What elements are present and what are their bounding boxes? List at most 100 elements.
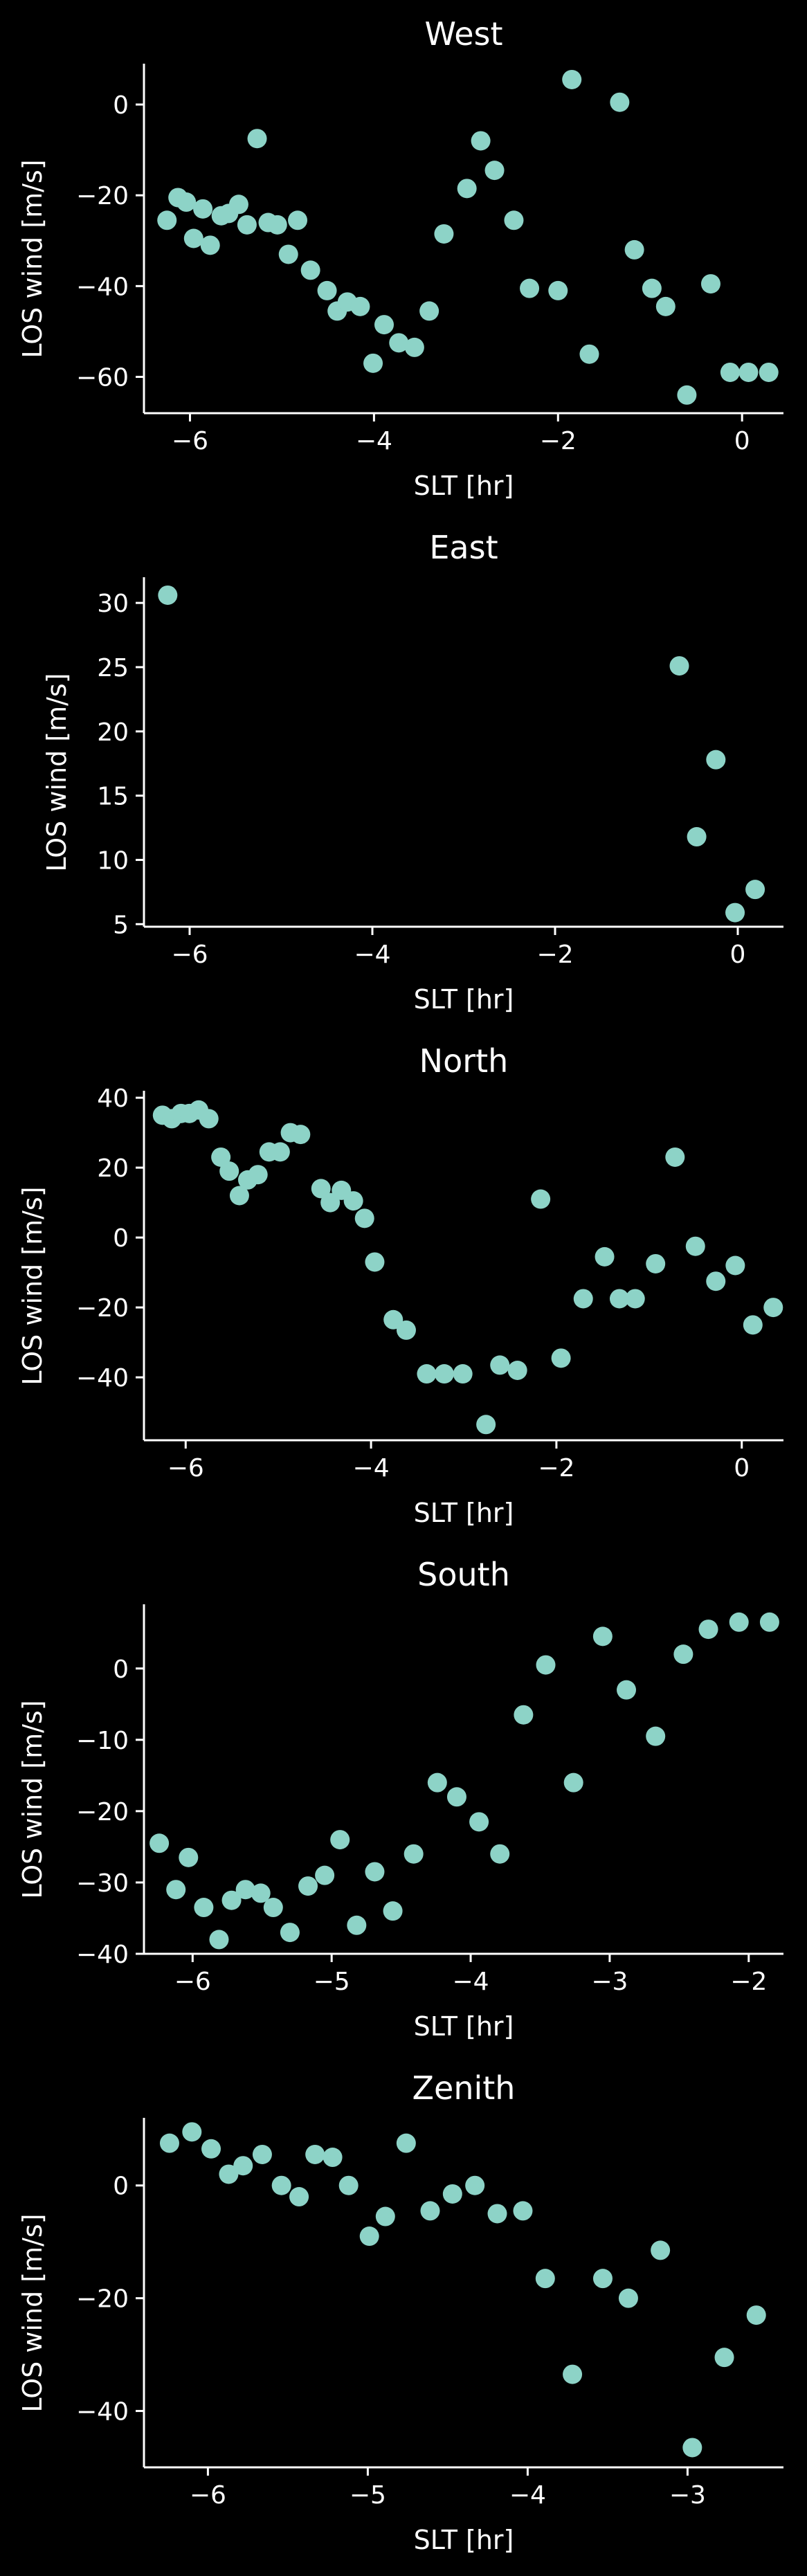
data-point (194, 1898, 214, 1918)
data-points (159, 2122, 766, 2458)
x-axis-label: SLT [hr] (414, 1498, 514, 1528)
data-point (706, 1271, 726, 1291)
data-point (338, 2175, 359, 2195)
x-tick-label: −6 (172, 427, 208, 455)
data-point (419, 301, 439, 321)
x-tick-label: −6 (171, 941, 208, 969)
y-tick-label: 0 (113, 2173, 129, 2201)
data-point (209, 1930, 229, 1950)
data-point (618, 2288, 638, 2308)
x-tick-label: −4 (509, 2481, 546, 2510)
data-point (228, 194, 248, 215)
data-point (389, 333, 409, 353)
data-points (158, 585, 765, 923)
data-point (420, 2201, 440, 2221)
data-points (157, 69, 779, 405)
data-point (347, 1915, 367, 1935)
data-point (725, 902, 745, 923)
data-point (642, 278, 662, 298)
chart-title: North (419, 1042, 509, 1080)
data-point (469, 1812, 489, 1832)
x-tick-label: −4 (356, 427, 392, 455)
data-point (350, 296, 370, 316)
data-point (359, 2226, 379, 2247)
data-points (152, 1100, 783, 1435)
chart-title: West (424, 15, 502, 53)
tick-group: −6 −5 −4 −3 −2 −40 −30 −20 −10 0 (76, 1656, 767, 1996)
y-tick-label: 20 (97, 718, 129, 747)
data-point (278, 244, 298, 264)
y-tick-label: −20 (76, 2285, 129, 2314)
data-point (738, 362, 759, 382)
x-tick-label: −4 (354, 941, 390, 969)
y-tick-label: 0 (113, 1224, 129, 1253)
x-tick-label: −5 (314, 1968, 350, 1996)
data-point (507, 1361, 527, 1380)
data-point (513, 2201, 533, 2221)
data-point (291, 1125, 311, 1145)
x-tick-label: −5 (350, 2481, 386, 2510)
data-point (354, 1208, 374, 1228)
y-axis-label: LOS wind [m/s] (17, 159, 48, 358)
data-point (442, 2184, 462, 2204)
data-point (592, 2269, 613, 2289)
data-point (746, 2305, 766, 2325)
x-axis-label: SLT [hr] (414, 471, 514, 501)
data-point (404, 337, 424, 357)
data-point (396, 1320, 416, 1340)
y-tick-label: −60 (76, 364, 129, 392)
data-point (330, 1830, 350, 1850)
data-point (514, 1705, 534, 1725)
data-point (457, 179, 477, 199)
data-point (595, 1246, 615, 1267)
subplot-zenith: Zenith SLT [hr] LOS wind [m/s] −6 −5 −4 −3−… (17, 2069, 783, 2555)
data-point (365, 1862, 385, 1882)
x-tick-label: −2 (540, 427, 577, 455)
y-tick-label: 0 (113, 1656, 129, 1684)
data-point (229, 1186, 249, 1206)
tick-group: −6 −5 −4 −3 −40 −20 0 (76, 2173, 706, 2510)
data-point (300, 260, 320, 280)
y-tick-label: −20 (76, 1798, 129, 1826)
data-point (698, 1620, 718, 1640)
data-point (248, 1165, 268, 1185)
data-point (193, 199, 213, 219)
y-tick-label: 0 (113, 91, 129, 120)
data-point (323, 2148, 343, 2168)
data-point (673, 1644, 693, 1665)
y-axis-label: LOS wind [m/s] (17, 2213, 48, 2412)
data-point (280, 1923, 300, 1943)
data-point (251, 1883, 271, 1903)
data-point (211, 1147, 231, 1167)
data-point (573, 1289, 593, 1309)
y-tick-label: −40 (76, 1941, 129, 1969)
data-point (563, 2364, 583, 2384)
y-tick-label: 40 (97, 1085, 129, 1113)
data-point (625, 1289, 645, 1309)
data-point (374, 315, 394, 335)
data-point (714, 2348, 734, 2368)
data-point (531, 1189, 551, 1209)
data-point (446, 1787, 466, 1807)
data-point (579, 344, 599, 364)
x-tick-label: −3 (591, 1968, 628, 1996)
data-point (759, 1612, 779, 1632)
data-point (646, 1726, 666, 1746)
data-point (404, 1844, 424, 1864)
data-point (651, 2240, 671, 2260)
data-point (490, 1844, 510, 1864)
data-point (563, 1772, 583, 1793)
y-tick-label: −20 (76, 1294, 129, 1323)
tick-group: −6 −4 −2 0−60−40−200 (76, 91, 750, 455)
x-tick-label: −3 (669, 2481, 706, 2510)
data-point (159, 2133, 179, 2153)
data-point (490, 1355, 510, 1375)
data-point (375, 2206, 395, 2226)
data-point (720, 362, 740, 382)
subplot-west: West SLT [hr] LOS wind [m/s] −6 −4 −2 0−60−… (17, 15, 783, 501)
data-point (551, 1348, 571, 1368)
data-point (706, 750, 726, 770)
data-point (646, 1253, 666, 1273)
data-point (365, 1252, 385, 1272)
